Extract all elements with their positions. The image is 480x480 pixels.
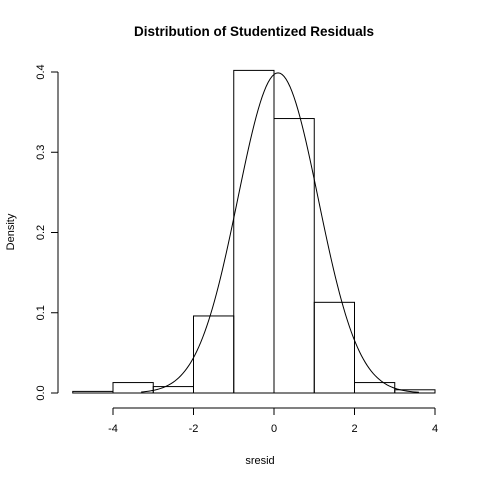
histogram-bar-5	[273, 118, 315, 394]
y-tick-label: 0.4	[35, 64, 47, 79]
y-tick-label: 0.0	[35, 385, 47, 400]
y-tick-label: 0.3	[35, 145, 47, 160]
histogram-bar-0	[72, 390, 114, 394]
x-tick-label: 0	[271, 423, 277, 435]
x-tick-label: 2	[351, 423, 357, 435]
histogram-bar-2	[152, 386, 194, 394]
histogram-bar-3	[193, 315, 235, 394]
histogram-bar-6	[313, 301, 355, 394]
histogram-bars	[72, 69, 436, 394]
y-tick-label: 0.2	[35, 225, 47, 240]
x-tick-label: 4	[432, 423, 438, 435]
x-tick-label: -4	[108, 423, 118, 435]
y-axis: 0.0 0.1 0.2 0.3 0.4	[35, 64, 59, 401]
x-tick-label: -2	[189, 423, 199, 435]
y-axis-label: Density	[5, 213, 17, 250]
histogram-bar-4	[233, 69, 275, 394]
y-tick-label: 0.1	[35, 305, 47, 320]
chart-title: Distribution of Studentized Residuals	[134, 24, 374, 39]
histogram-bar-7	[354, 382, 396, 394]
x-axis-label: sresid	[245, 455, 274, 467]
normal-density-curve	[141, 72, 419, 393]
x-axis: -4 -2 0 2 4	[108, 407, 438, 435]
histogram-bar-8	[394, 389, 436, 394]
